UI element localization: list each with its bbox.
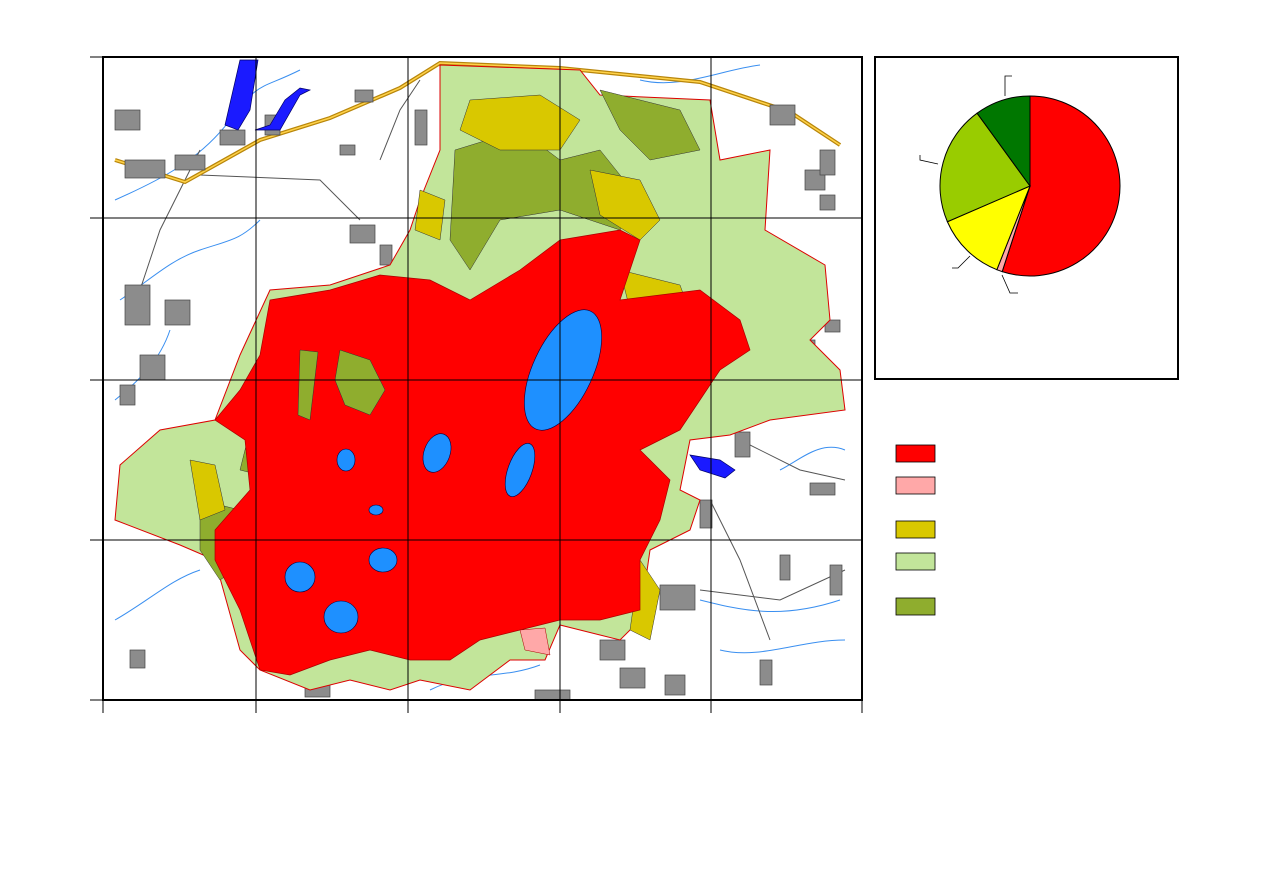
river bbox=[699, 599, 841, 612]
lake bbox=[504, 443, 536, 497]
leader-line bbox=[919, 75, 1018, 294]
building bbox=[219, 129, 246, 146]
pie-panel bbox=[874, 56, 1179, 380]
land-yellow bbox=[414, 189, 446, 241]
building bbox=[414, 109, 428, 146]
building bbox=[619, 667, 646, 689]
river bbox=[119, 219, 261, 301]
water-channel bbox=[224, 59, 259, 131]
road bbox=[709, 499, 771, 641]
water-channel bbox=[254, 87, 312, 131]
building bbox=[809, 482, 836, 496]
building bbox=[769, 104, 796, 126]
leader-line bbox=[919, 155, 939, 165]
land-olive bbox=[599, 89, 701, 161]
land-pink bbox=[519, 627, 551, 656]
road bbox=[379, 79, 421, 161]
lake bbox=[368, 504, 384, 516]
building bbox=[114, 109, 141, 131]
legend-swatch bbox=[895, 552, 936, 571]
building bbox=[379, 244, 393, 266]
land-yellow bbox=[189, 459, 226, 521]
leader-line bbox=[952, 255, 971, 269]
road bbox=[739, 439, 846, 481]
building bbox=[824, 319, 841, 333]
legend-swatch bbox=[895, 597, 936, 616]
lake bbox=[284, 309, 602, 634]
highway bbox=[114, 62, 841, 183]
river bbox=[719, 639, 846, 654]
building bbox=[664, 674, 686, 696]
building bbox=[114, 89, 843, 701]
river bbox=[779, 446, 846, 471]
pie-slice bbox=[946, 185, 1031, 271]
lake bbox=[323, 600, 359, 634]
pie-slice bbox=[976, 95, 1031, 188]
lake bbox=[284, 561, 316, 593]
land-olive bbox=[297, 349, 386, 421]
building bbox=[119, 384, 136, 406]
leader-line bbox=[1001, 274, 1018, 294]
building bbox=[124, 284, 151, 326]
road bbox=[199, 174, 361, 221]
land-olive bbox=[297, 349, 319, 421]
map-frame bbox=[102, 56, 863, 701]
legend-swatch bbox=[895, 444, 936, 463]
legend bbox=[895, 444, 936, 616]
river bbox=[114, 569, 201, 621]
building bbox=[339, 144, 356, 156]
legend-swatch bbox=[895, 476, 936, 495]
legend-swatch bbox=[895, 520, 936, 539]
map bbox=[90, 56, 863, 713]
building bbox=[819, 194, 836, 211]
building bbox=[699, 499, 713, 529]
pie-slice bbox=[1001, 95, 1121, 277]
building bbox=[779, 554, 791, 581]
lake bbox=[422, 433, 452, 473]
building bbox=[354, 89, 374, 103]
land-red bbox=[214, 229, 751, 676]
lake bbox=[336, 448, 356, 472]
building bbox=[819, 149, 836, 176]
lake bbox=[524, 309, 602, 431]
building bbox=[124, 159, 166, 179]
building bbox=[659, 584, 696, 611]
water-channel bbox=[689, 454, 736, 479]
building bbox=[759, 659, 773, 686]
building bbox=[734, 431, 751, 458]
building bbox=[349, 224, 376, 244]
water-channel bbox=[224, 59, 736, 479]
river bbox=[639, 64, 761, 84]
building bbox=[174, 154, 206, 171]
road bbox=[699, 569, 846, 601]
building bbox=[129, 649, 146, 669]
building bbox=[139, 354, 166, 381]
building bbox=[829, 564, 843, 596]
building bbox=[534, 689, 571, 701]
map-grid bbox=[90, 56, 863, 713]
pie-slice bbox=[939, 112, 1031, 223]
building bbox=[164, 299, 191, 326]
land-yellow bbox=[589, 169, 661, 241]
building bbox=[599, 639, 626, 661]
lake bbox=[368, 547, 398, 573]
leader-line bbox=[1004, 75, 1012, 96]
